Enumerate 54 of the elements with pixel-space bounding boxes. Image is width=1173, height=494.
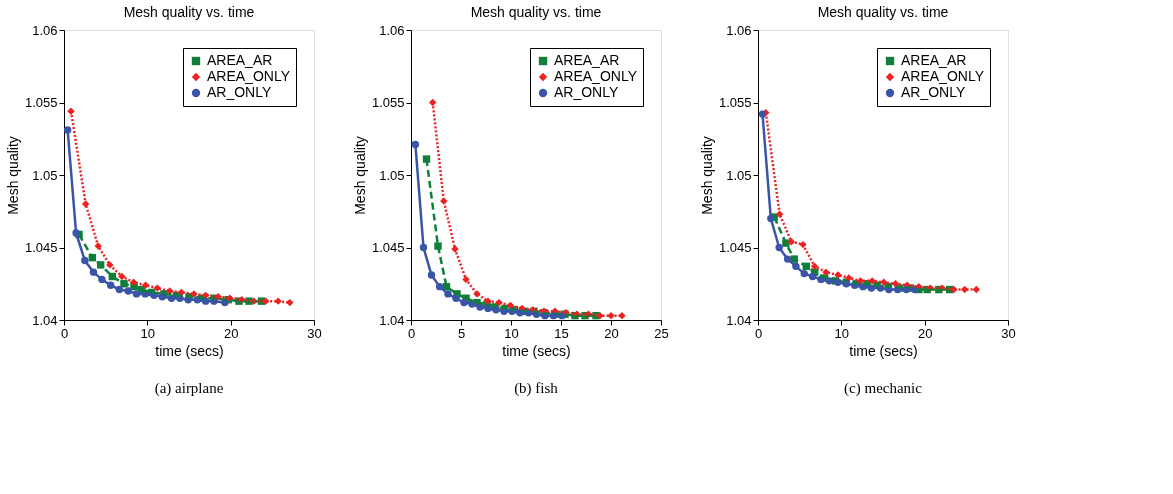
y-tick-label: 1.05 [726,167,752,183]
x-tick-label: 0 [60,325,69,341]
x-tick-label: 10 [834,325,850,341]
y-axis-title: Mesh quality [698,136,715,215]
y-tick-label: 1.045 [371,240,405,255]
x-axis-title: time (secs) [155,342,224,359]
point [618,311,626,320]
y-tick-label: 1.04 [32,312,58,328]
legend-label: AR_ONLY [901,84,966,100]
x-tick-label: 5 [457,325,466,341]
text: (c) mechanic [844,380,923,397]
x-tick-label: 30 [1001,325,1016,341]
y-tick-label: 1.055 [371,95,405,110]
chart-title: Mesh quality vs. time [123,4,255,20]
x-tick-label: 30 [307,325,322,341]
y-tick-label: 1.055 [718,95,752,110]
y-tick-label: 1.04 [726,312,752,328]
point [462,275,470,284]
y-tick-label: 1.06 [379,22,405,38]
y-tick-label: 1.045 [718,240,752,255]
y-axis-title: Mesh quality [4,136,21,215]
y-tick-label: 1.055 [24,95,58,110]
y-tick-label: 1.06 [32,22,58,38]
x-tick-label: 15 [554,325,569,341]
x-tick-label: 20 [604,325,619,341]
x-tick-label: 10 [140,325,156,341]
legend-label: AREA_AR [554,52,620,68]
x-tick-label: 0 [407,325,416,341]
point [434,242,442,250]
y-tick-label: 1.05 [32,167,58,183]
y-tick-label: 1.05 [379,167,405,183]
text: (b) fish [514,380,559,397]
x-axis-title: time (secs) [502,342,571,359]
x-tick-label: 20 [223,325,239,341]
y-tick-label: 1.06 [726,22,752,38]
legend-label: AREA_ONLY [207,68,291,84]
legend-label: AREA_AR [901,52,967,68]
chart-title: Mesh quality vs. time [817,4,949,20]
chart-title: Mesh quality vs. time [470,4,602,20]
x-tick-label: 20 [917,325,933,341]
y-axis-title: Mesh quality [351,136,368,215]
legend-label: AREA_AR [207,52,273,68]
legend-label: AREA_ONLY [901,68,985,84]
y-tick-label: 1.04 [379,312,405,328]
x-tick-label: 0 [754,325,763,341]
point [118,272,126,281]
legend-label: AREA_ONLY [554,68,638,84]
text: (a) airplane [154,380,224,397]
x-tick-label: 10 [504,325,519,341]
y-tick-label: 1.045 [24,240,58,255]
x-axis-title: time (secs) [849,342,918,359]
legend-label: AR_ONLY [554,84,619,100]
x-tick-label: 25 [654,325,669,341]
legend-label: AR_ONLY [207,84,272,100]
